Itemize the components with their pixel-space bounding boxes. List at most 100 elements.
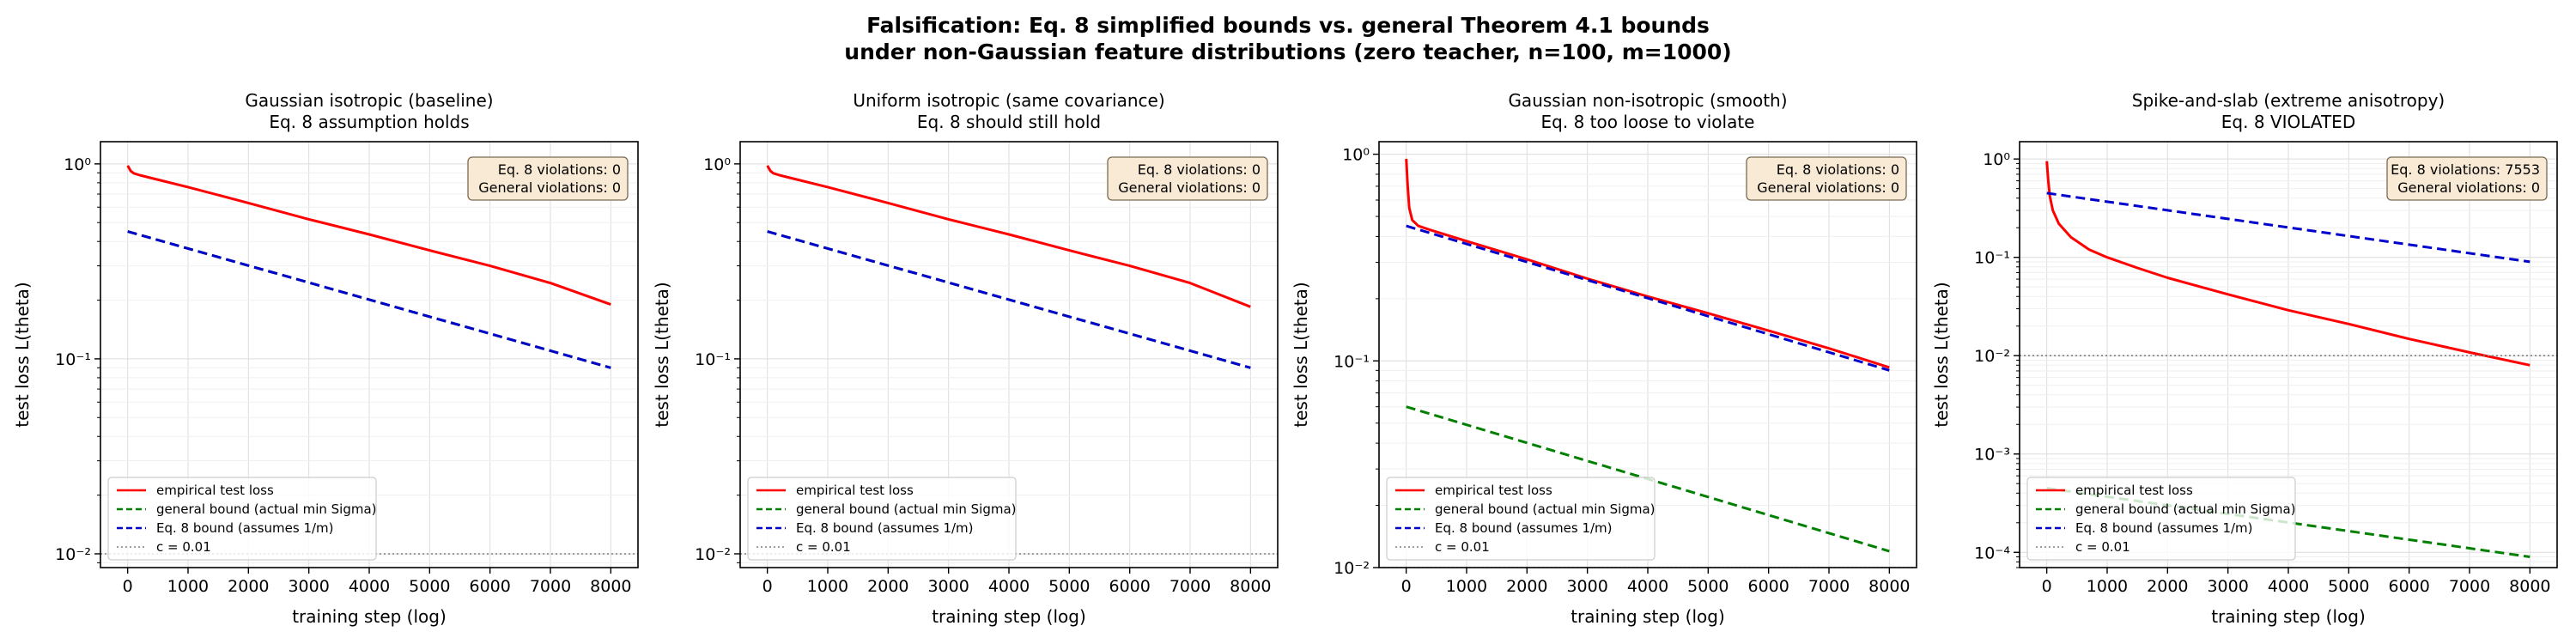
chart-title-line-1: Spike-and-slab (extreme anisotropy) — [2132, 90, 2445, 111]
x-tick-label: 1000 — [1446, 577, 1487, 596]
legend-entry-label: Eq. 8 bound (assumes 1/m) — [1435, 520, 1613, 536]
x-tick-label: 0 — [123, 577, 133, 596]
figure-title: Falsification: Eq. 8 simplified bounds v… — [0, 12, 2576, 65]
violations-annotation-line: Eq. 8 violations: 7553 — [2391, 161, 2540, 178]
violations-annotation-box — [2386, 156, 2548, 201]
x-tick-label: 2000 — [2147, 577, 2188, 596]
x-axis-label: training step (log) — [932, 606, 1086, 627]
violations-annotation-box — [1107, 156, 1268, 201]
x-tick-label: 3000 — [927, 577, 969, 596]
legend-entry-label: Eq. 8 bound (assumes 1/m) — [2075, 520, 2253, 536]
y-tick-label: 10⁰ — [1983, 150, 2010, 169]
x-tick-label: 2000 — [1506, 577, 1547, 596]
violations-annotation-line: Eq. 8 violations: 0 — [1138, 161, 1261, 178]
violations-annotation-line: Eq. 8 violations: 0 — [1777, 161, 1899, 178]
violations-annotation-line: General violations: 0 — [1757, 179, 1899, 196]
x-tick-label: 6000 — [1109, 577, 1150, 596]
chart-series-group — [100, 165, 638, 555]
chart-title-line-2: Eq. 8 assumption holds — [269, 112, 469, 132]
chart-panel-3: 0 1000 2000 3000 4000 5000 6000 7000 8000 10⁻² 10⁻… — [1291, 90, 1917, 627]
x-tick-label: 7000 — [530, 577, 571, 596]
x-tick-label: 6000 — [2388, 577, 2429, 596]
chart-panel-1: 0 1000 2000 3000 4000 5000 6000 7000 8000 10⁻² 10⁻… — [12, 90, 639, 627]
y-axis-label: test loss L(theta) — [12, 282, 33, 427]
x-tick-label: 3000 — [288, 577, 329, 596]
legend-box — [1386, 477, 1656, 561]
chart-title-line-2: Eq. 8 too loose to violate — [1541, 112, 1755, 132]
y-tick-label: 10⁰ — [1342, 146, 1370, 165]
legend-entry-label: c = 0.01 — [1435, 539, 1490, 555]
x-tick-label: 4000 — [1627, 577, 1668, 596]
x-axis-label: training step (log) — [292, 606, 447, 627]
figure-title-line-2: under non-Gaussian feature distributions… — [844, 39, 1732, 64]
chart-title-line-2: Eq. 8 VIOLATED — [2221, 112, 2355, 132]
x-tick-label: 4000 — [349, 577, 390, 596]
x-tick-label: 5000 — [2328, 577, 2369, 596]
x-tick-label: 4000 — [988, 577, 1030, 596]
chart-title-line-1: Gaussian isotropic (baseline) — [245, 90, 493, 111]
x-tick-label: 8000 — [590, 577, 631, 596]
violations-annotation-box — [1746, 156, 1907, 201]
y-tick-label: 10⁻³ — [1974, 446, 2010, 465]
series-line-eq8 — [767, 230, 1251, 369]
series-line-empirical — [2045, 161, 2530, 367]
x-tick-label: 2000 — [867, 577, 908, 596]
chart-panel-2: 0 1000 2000 3000 4000 5000 6000 7000 8000 10⁻² 10⁻… — [652, 90, 1279, 627]
figure-title-line-1: Falsification: Eq. 8 simplified bounds v… — [866, 13, 1710, 38]
series-line-eq8 — [2046, 191, 2530, 264]
legend-entry-label: general bound (actual min Sigma) — [2075, 501, 2296, 517]
y-axis-label: test loss L(theta) — [1291, 282, 1311, 427]
x-tick-label: 5000 — [409, 577, 450, 596]
x-tick-label: 7000 — [2449, 577, 2490, 596]
legend-entry-label: general bound (actual min Sigma) — [156, 501, 377, 517]
y-tick-label: 10⁻² — [1334, 559, 1370, 578]
series-line-eq8 — [127, 230, 611, 369]
y-tick-label: 10⁻² — [1974, 347, 2010, 366]
y-tick-label: 10⁻¹ — [695, 350, 731, 369]
chart-title-line-1: Uniform isotropic (same covariance) — [853, 90, 1164, 111]
series-line-eq8 — [1406, 224, 1890, 372]
x-tick-label: 1000 — [167, 577, 209, 596]
legend-entry-label: c = 0.01 — [156, 539, 211, 555]
legend-entry-label: empirical test loss — [796, 483, 914, 498]
legend-entry-label: Eq. 8 bound (assumes 1/m) — [796, 520, 974, 536]
legend-entry-label: empirical test loss — [156, 483, 274, 498]
x-tick-label: 6000 — [1747, 577, 1789, 596]
x-tick-label: 0 — [1401, 577, 1412, 596]
x-tick-label: 2000 — [228, 577, 269, 596]
legend-entry-label: empirical test loss — [1435, 483, 1552, 498]
x-tick-label: 1000 — [807, 577, 848, 596]
x-tick-label: 0 — [762, 577, 773, 596]
y-tick-label: 10⁻⁴ — [1974, 544, 2010, 562]
y-tick-label: 10⁻² — [695, 545, 731, 564]
legend-box — [2026, 477, 2296, 561]
chart-panel-4: 0 1000 2000 3000 4000 5000 6000 7000 8000 10⁻⁴ 10⁻… — [1931, 90, 2558, 627]
series-line-empirical — [126, 165, 611, 307]
y-tick-label: 10⁻¹ — [1974, 249, 2010, 268]
legend-box — [747, 477, 1017, 561]
x-axis-label: training step (log) — [1571, 606, 1725, 627]
x-tick-label: 8000 — [1230, 577, 1271, 596]
violations-annotation-line: General violations: 0 — [478, 179, 621, 196]
x-tick-label: 7000 — [1170, 577, 1211, 596]
legend-entry-label: general bound (actual min Sigma) — [1435, 501, 1656, 517]
x-tick-label: 5000 — [1687, 577, 1728, 596]
chart-title-line-2: Eq. 8 should still hold — [917, 112, 1101, 132]
violations-annotation-line: Eq. 8 violations: 0 — [498, 161, 621, 178]
violations-annotation-line: General violations: 0 — [2397, 179, 2540, 196]
x-tick-label: 3000 — [2207, 577, 2248, 596]
y-axis-label: test loss L(theta) — [652, 282, 672, 427]
y-tick-label: 10⁰ — [64, 155, 91, 174]
series-line-empirical — [766, 165, 1251, 308]
x-axis-label: training step (log) — [2211, 606, 2366, 627]
legend-entry-label: c = 0.01 — [796, 539, 851, 555]
y-tick-label: 10⁻¹ — [1334, 352, 1370, 371]
y-axis-label: test loss L(theta) — [1931, 282, 1952, 427]
x-tick-label: 3000 — [1566, 577, 1607, 596]
x-tick-label: 0 — [2042, 577, 2052, 596]
chart-series-group — [740, 165, 1278, 555]
x-tick-label: 1000 — [2087, 577, 2128, 596]
legend-entry-label: empirical test loss — [2075, 483, 2193, 498]
